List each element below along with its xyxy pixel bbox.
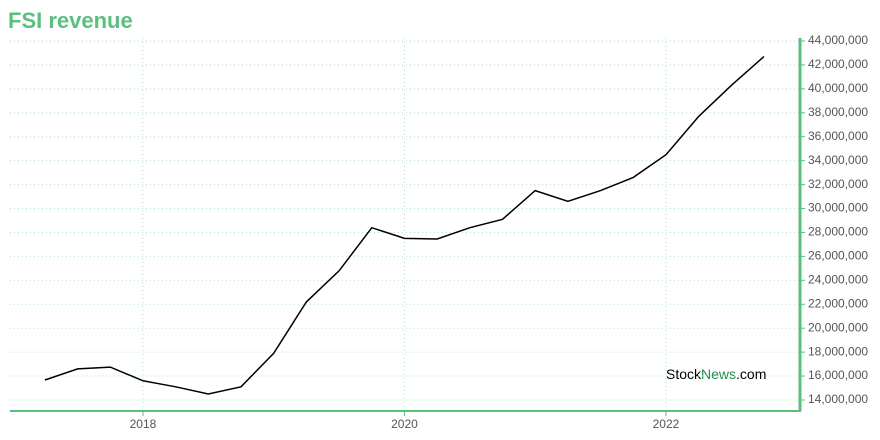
y-tick-label: 28,000,000	[808, 225, 868, 239]
y-tick-label: 42,000,000	[808, 57, 868, 71]
y-tick-label: 32,000,000	[808, 177, 868, 191]
y-tick-label: 26,000,000	[808, 249, 868, 263]
line	[44, 55, 765, 395]
chart-title: FSI revenue	[8, 8, 133, 33]
x-tick-label: 2022	[653, 417, 680, 431]
x-tick-label: 2020	[391, 417, 418, 431]
y-tick-label: 40,000,000	[808, 81, 868, 95]
y-tick-label: 18,000,000	[808, 344, 868, 358]
x-tick-label: 2018	[130, 417, 157, 431]
y-tick-label: 14,000,000	[808, 392, 868, 406]
y-tick-label: 30,000,000	[808, 201, 868, 215]
y-tick-label: 22,000,000	[808, 296, 868, 310]
y-tick-label: 34,000,000	[808, 153, 868, 167]
y-tick-label: 16,000,000	[808, 368, 868, 382]
y-tick-label: 24,000,000	[808, 272, 868, 286]
y-tick-label: 20,000,000	[808, 320, 868, 334]
y-tick-label: 44,000,000	[808, 33, 868, 47]
watermark-part: .com	[736, 366, 766, 382]
watermark-part: News	[701, 366, 736, 382]
watermark: StockNews.com	[666, 366, 766, 382]
watermark-part: Stock	[666, 366, 702, 382]
y-tick-label: 38,000,000	[808, 105, 868, 119]
y-tick-label: 36,000,000	[808, 129, 868, 143]
